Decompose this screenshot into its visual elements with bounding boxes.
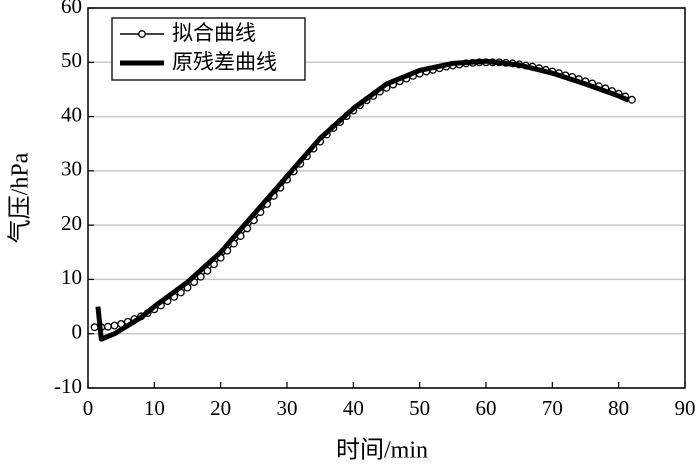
x-tick-label: 10 <box>144 396 165 420</box>
y-tick-label: 10 <box>61 265 82 289</box>
x-tick-label: 0 <box>83 396 94 420</box>
x-tick-label: 20 <box>210 396 231 420</box>
x-tick-label: 90 <box>675 396 696 420</box>
x-axis-label: 时间/min <box>336 437 428 464</box>
data-point <box>103 322 112 331</box>
y-axis-label: 气压/hPa <box>7 152 34 243</box>
x-tick-label: 40 <box>343 396 364 420</box>
data-point <box>627 95 636 104</box>
plot-frame <box>87 7 686 389</box>
x-tick-label: 80 <box>608 396 629 420</box>
y-tick-label: 50 <box>61 48 82 72</box>
legend-marker <box>138 30 146 38</box>
x-tick-label: 60 <box>476 396 497 420</box>
data-point <box>90 323 99 332</box>
y-tick-label: 40 <box>61 102 82 126</box>
y-tick-label: 0 <box>72 320 83 344</box>
y-tick-label: 20 <box>61 211 82 235</box>
x-tick-label: 30 <box>277 396 298 420</box>
data-point <box>110 321 119 330</box>
y-tick-label: 30 <box>61 157 82 181</box>
x-tick-label: 50 <box>409 396 430 420</box>
x-tick-label: 70 <box>542 396 563 420</box>
y-tick-label: 60 <box>61 0 82 18</box>
legend-box <box>111 17 306 81</box>
legend-label: 原残差曲线 <box>172 50 277 74</box>
legend-label: 拟合曲线 <box>172 21 256 45</box>
series-line <box>95 58 630 342</box>
y-tick-label: -10 <box>54 374 82 398</box>
